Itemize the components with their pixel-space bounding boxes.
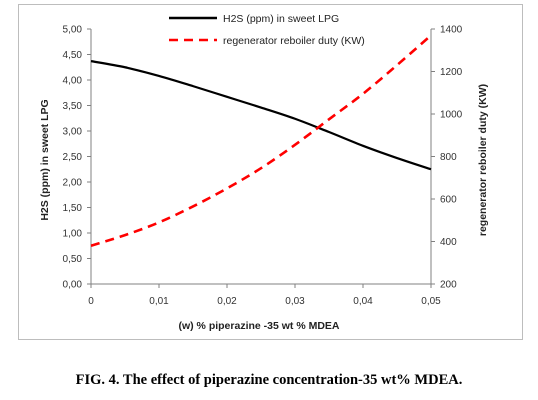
y-right-tick-label: 1200 — [440, 67, 463, 78]
chart-plot: 0 0,01 0,02 0,03 0,04 0,05 0,00 0,50 1,00 1,50 2,0… — [39, 13, 489, 332]
x-axis-label: (w) % piperazine -35 wt % MDEA — [178, 320, 339, 332]
legend: H2S (ppm) in sweet LPG regenerator reboil… — [169, 13, 365, 47]
axes — [87, 28, 435, 288]
y-left-tick-label: 4,00 — [63, 76, 83, 87]
y-right-tick-label: 400 — [440, 237, 457, 248]
y-right-tick-label: 1400 — [440, 25, 463, 36]
y-left-tick-label: 3,00 — [63, 127, 83, 138]
y-axis-right-label: regenerator reboiler duty (KW) — [477, 84, 489, 236]
series-line-reboiler-duty — [90, 34, 432, 247]
y-left-tick-label: 2,50 — [63, 152, 83, 163]
x-tick-label: 0,04 — [353, 296, 373, 307]
y-left-tick-label: 0,00 — [63, 280, 83, 291]
y-left-tick-label: 5,00 — [63, 25, 83, 36]
y-axis-left-label: H2S (ppm) in sweet LPG — [39, 99, 51, 220]
series-lines — [90, 34, 432, 247]
y-left-tick-label: 2,00 — [63, 178, 83, 189]
chart-frame: 0 0,01 0,02 0,03 0,04 0,05 0,00 0,50 1,00 1,50 2,0… — [18, 4, 523, 340]
x-tick-label: 0,02 — [217, 296, 237, 307]
y-left-tick-label: 1,00 — [63, 229, 83, 240]
x-tick-label: 0,03 — [285, 296, 305, 307]
legend-label: regenerator reboiler duty (KW) — [223, 35, 365, 47]
y-left-tick-label: 1,50 — [63, 203, 83, 214]
y-left-tick-label: 0,50 — [63, 254, 83, 265]
series-line-h2s — [90, 60, 432, 171]
y-right-tick-label: 800 — [440, 152, 457, 163]
y-right-tick-label: 200 — [440, 280, 457, 291]
x-tick-label: 0,01 — [149, 296, 169, 307]
x-tick-label: 0,05 — [421, 296, 441, 307]
y-right-tick-label: 1000 — [440, 110, 463, 121]
x-tick-label: 0 — [88, 296, 94, 307]
tick-labels: 0 0,01 0,02 0,03 0,04 0,05 0,00 0,50 1,00 1,50 2,0… — [63, 25, 463, 308]
figure-caption: FIG. 4. The effect of piperazine concent… — [75, 372, 463, 388]
legend-label: H2S (ppm) in sweet LPG — [223, 13, 339, 25]
y-right-tick-label: 600 — [440, 195, 457, 206]
y-left-tick-label: 4,50 — [63, 50, 83, 61]
y-left-tick-label: 3,50 — [63, 101, 83, 112]
